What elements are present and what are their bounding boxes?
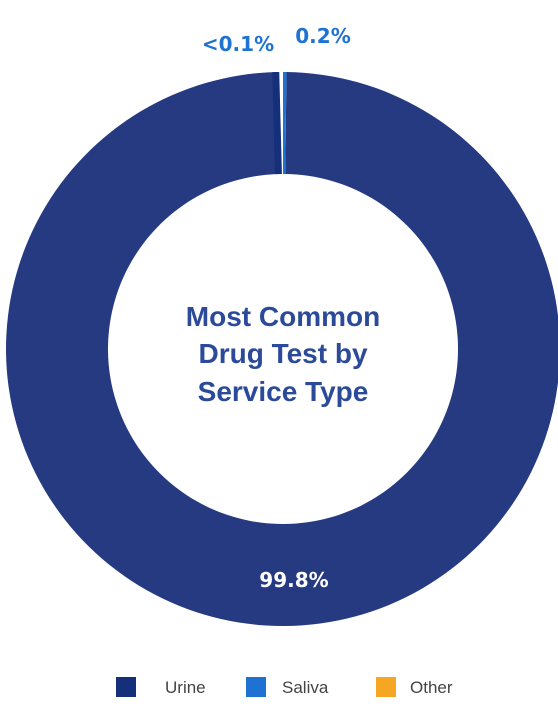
legend: Urine Saliva Other: [116, 677, 453, 697]
slice-divider: [272, 72, 282, 175]
legend-label-saliva: Saliva: [282, 678, 329, 697]
legend-swatch-saliva: [246, 677, 266, 697]
slice-urine: [6, 72, 558, 626]
donut-slices: [6, 72, 558, 626]
legend-swatch-urine: [116, 677, 136, 697]
data-label-other: <0.1%: [202, 32, 274, 56]
slice-saliva: [283, 72, 287, 175]
legend-swatch-other: [376, 677, 396, 697]
center-title-line-1: Most Common: [186, 301, 380, 332]
data-label-urine: 99.8%: [259, 568, 328, 592]
legend-label-urine: Urine: [165, 678, 206, 697]
data-label-saliva: 0.2%: [295, 24, 350, 48]
center-title-line-3: Service Type: [198, 376, 369, 407]
center-title-line-2: Drug Test by: [198, 338, 367, 369]
legend-label-other: Other: [410, 678, 453, 697]
